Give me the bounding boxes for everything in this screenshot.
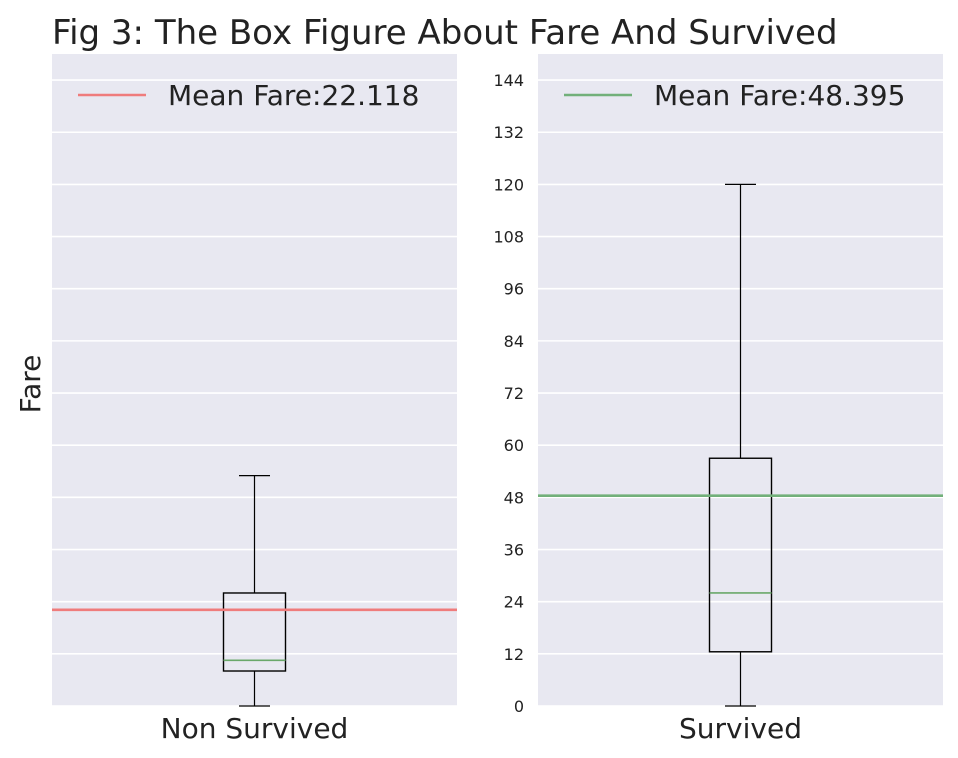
legend-label: Mean Fare:48.395 — [654, 79, 905, 112]
y-tick-label: 24 — [504, 593, 524, 612]
y-tick-label: 96 — [504, 280, 524, 299]
panel-1: Mean Fare:22.118 Non Survived — [52, 54, 457, 745]
y-axis-label: Fare — [14, 355, 47, 414]
legend-label: Mean Fare:22.118 — [168, 79, 419, 112]
y-tick-label: 0 — [514, 697, 524, 716]
panel-2: 0 12 24 36 48 60 72 84 96 108 120 132 144 Mean Fare:4… — [493, 54, 943, 745]
y-tick-label: 84 — [504, 332, 524, 351]
y-tick-label: 72 — [504, 384, 524, 403]
y-tick-label: 36 — [504, 541, 524, 560]
x-tick-label: Non Survived — [161, 712, 349, 745]
y-tick-label: 144 — [493, 71, 524, 90]
box-iqr — [222, 592, 287, 672]
y-tick-label: 120 — [493, 175, 524, 194]
x-tick-label: Survived — [679, 712, 802, 745]
y-tick-label: 108 — [493, 228, 524, 247]
y-tick-label: 132 — [493, 123, 524, 142]
y-tick-label: 60 — [504, 436, 524, 455]
box-iqr — [708, 457, 773, 653]
chart-title: Fig 3: The Box Figure About Fare And Sur… — [52, 13, 838, 53]
y-tick-label: 12 — [504, 645, 524, 664]
y-tick-label: 48 — [504, 488, 524, 507]
plot-background — [52, 54, 457, 706]
